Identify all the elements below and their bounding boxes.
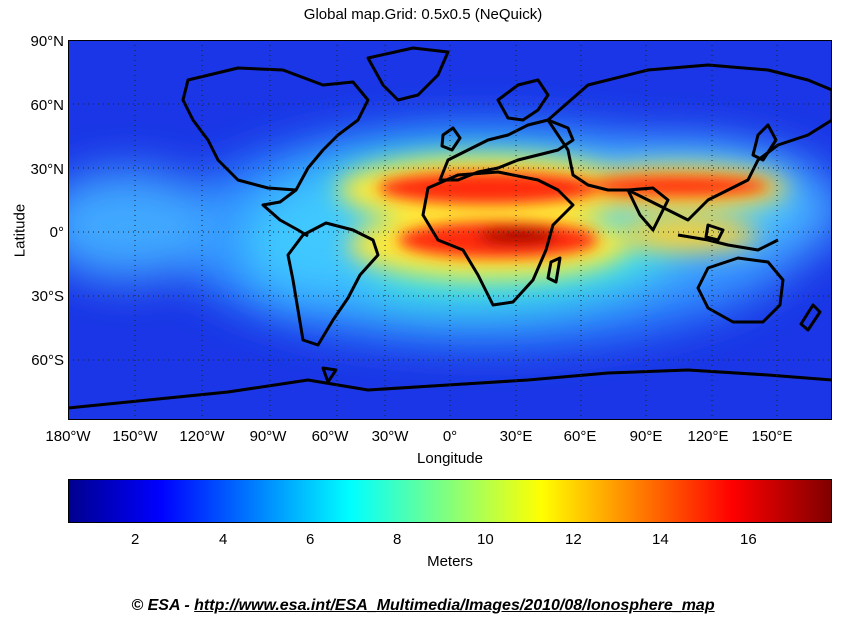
lon-tick-90e: 90°E [629, 428, 663, 445]
x-axis-label: Longitude [417, 450, 483, 467]
coastlines [68, 46, 832, 410]
graticule [68, 40, 832, 420]
lon-tick-0: 0° [442, 428, 458, 445]
lon-tick-90w: 90°W [249, 428, 287, 445]
colorbar-tick-14: 14 [652, 531, 669, 548]
lat-tick-30s: 30°S [31, 288, 64, 305]
lon-tick-30e: 30°E [499, 428, 533, 445]
lat-tick-60s: 60°S [31, 352, 64, 369]
map-frame [68, 40, 832, 420]
lon-tick-180w: 180°W [45, 428, 91, 445]
colorbar-tick-12: 12 [565, 531, 582, 548]
lon-tick-150w: 150°W [112, 428, 158, 445]
colorbar-tick-4: 4 [219, 531, 228, 548]
lon-tick-60w: 60°W [311, 428, 349, 445]
lat-tick-90n: 90°N [30, 33, 64, 50]
lat-tick-0: 0° [49, 224, 64, 241]
lat-tick-30n: 30°N [30, 161, 64, 178]
credit-link[interactable]: http://www.esa.int/ESA_Multimedia/Images… [194, 597, 715, 614]
colorbar-tick-2: 2 [131, 531, 140, 548]
credit-prefix: © ESA - [131, 597, 195, 614]
map-title: Global map.Grid: 0.5x0.5 (NeQuick) [303, 6, 543, 23]
colorbar-tick-10: 10 [477, 531, 494, 548]
colorbar-tick-16: 16 [740, 531, 757, 548]
lat-tick-60n: 60°N [30, 97, 64, 114]
lon-tick-150e: 150°E [751, 428, 793, 445]
lon-tick-120e: 120°E [687, 428, 729, 445]
colorbar-label: Meters [427, 553, 473, 570]
ionosphere-map [68, 40, 832, 420]
lon-tick-30w: 30°W [371, 428, 409, 445]
y-axis-label: Latitude [11, 203, 29, 258]
colorbar [68, 479, 832, 523]
lon-tick-120w: 120°W [179, 428, 225, 445]
lon-tick-60e: 60°E [563, 428, 597, 445]
colorbar-tick-6: 6 [306, 531, 315, 548]
colorbar-tick-8: 8 [393, 531, 402, 548]
credit-line: © ESA - http://www.esa.int/ESA_Multimedi… [0, 597, 846, 615]
